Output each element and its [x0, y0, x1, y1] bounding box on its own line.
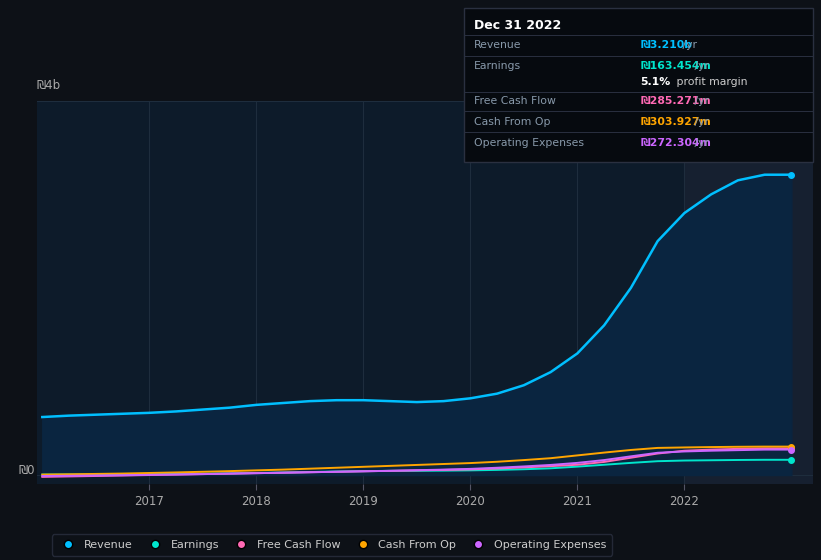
Text: /yr: /yr — [680, 40, 698, 50]
Text: /yr: /yr — [690, 138, 709, 148]
Legend: Revenue, Earnings, Free Cash Flow, Cash From Op, Operating Expenses: Revenue, Earnings, Free Cash Flow, Cash … — [52, 534, 612, 556]
Text: Revenue: Revenue — [474, 40, 521, 50]
Text: ₪272.304m: ₪272.304m — [640, 138, 711, 148]
Text: ₪0: ₪0 — [18, 464, 34, 477]
Text: ₪303.927m: ₪303.927m — [640, 117, 711, 127]
Text: ₪4b: ₪4b — [37, 80, 61, 92]
Text: ₪3.210b: ₪3.210b — [640, 40, 692, 50]
Text: Free Cash Flow: Free Cash Flow — [474, 96, 556, 106]
Text: Operating Expenses: Operating Expenses — [474, 138, 584, 148]
Text: /yr: /yr — [690, 117, 709, 127]
Text: /yr: /yr — [690, 61, 709, 71]
Text: profit margin: profit margin — [673, 77, 748, 87]
Text: 5.1%: 5.1% — [640, 77, 671, 87]
Bar — [685, 101, 813, 484]
Text: Dec 31 2022: Dec 31 2022 — [474, 18, 561, 32]
Text: /yr: /yr — [690, 96, 709, 106]
Text: Cash From Op: Cash From Op — [474, 117, 550, 127]
Text: Earnings: Earnings — [474, 61, 521, 71]
Text: ₪163.454m: ₪163.454m — [640, 61, 711, 71]
Text: ₪285.271m: ₪285.271m — [640, 96, 711, 106]
